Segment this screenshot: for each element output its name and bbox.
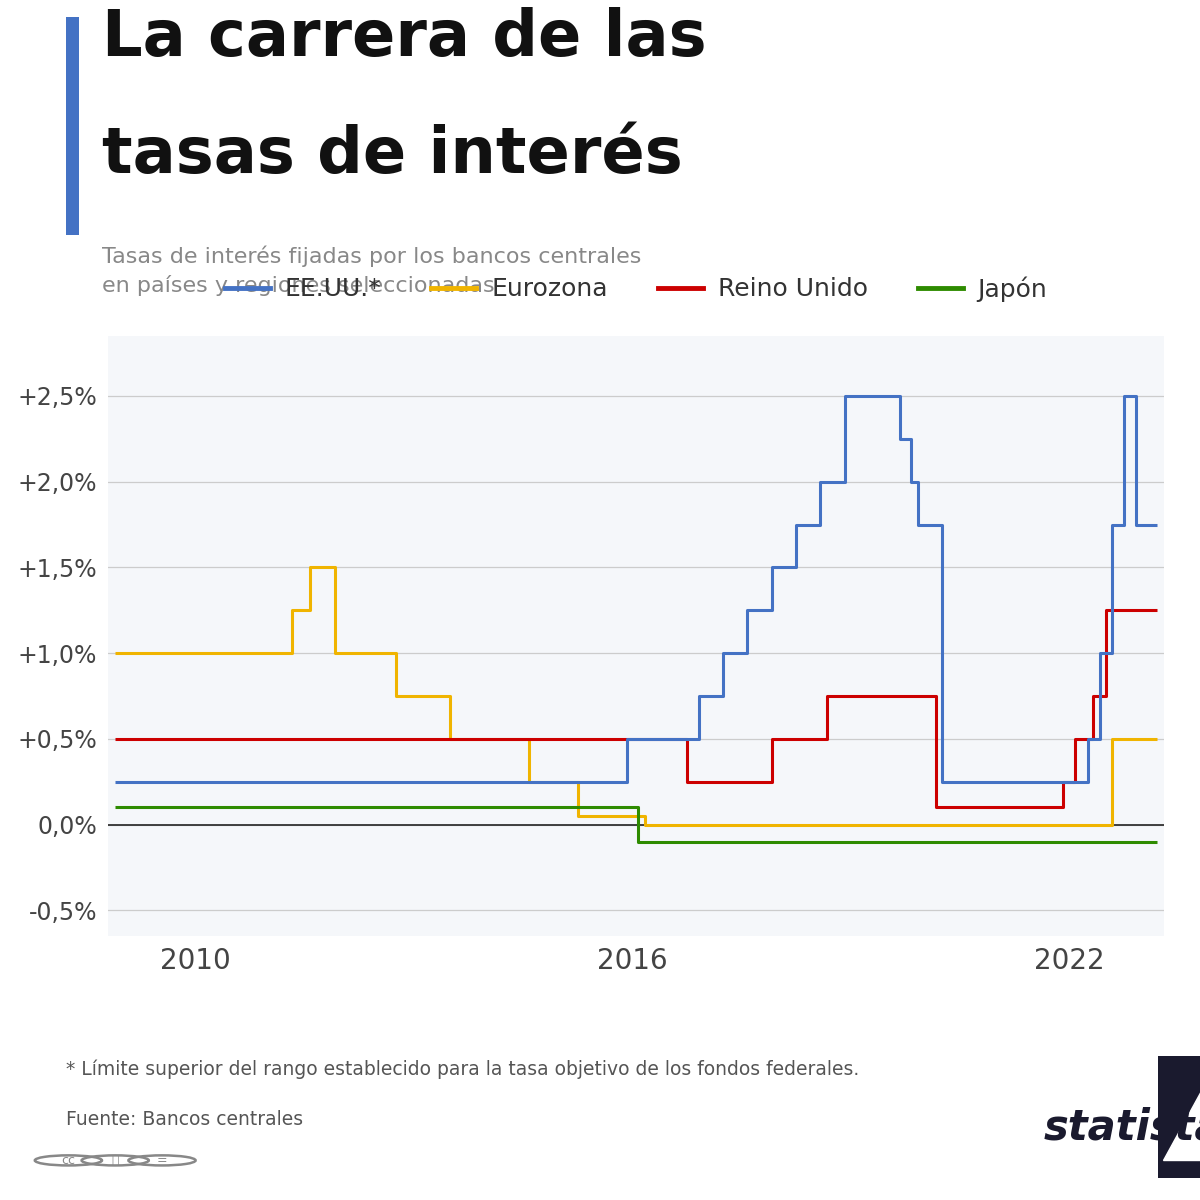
Text: tasas de interés: tasas de interés	[102, 125, 683, 186]
Polygon shape	[1163, 1087, 1200, 1160]
Text: Tasas de interés fijadas por los bancos centrales
en países y regiones seleccion: Tasas de interés fijadas por los bancos …	[102, 245, 641, 296]
Text: ⓘ: ⓘ	[112, 1154, 119, 1166]
Text: La carrera de las: La carrera de las	[102, 7, 707, 68]
Legend: EE.UU.*, Eurozona, Reino Unido, Japón: EE.UU.*, Eurozona, Reino Unido, Japón	[215, 266, 1057, 312]
Bar	[1158, 1056, 1200, 1178]
Bar	[66, 17, 79, 235]
Text: =: =	[157, 1154, 167, 1166]
Text: cc: cc	[61, 1154, 76, 1166]
Text: Fuente: Bancos centrales: Fuente: Bancos centrales	[66, 1110, 304, 1129]
Text: * Límite superior del rango establecido para la tasa objetivo de los fondos fede: * Límite superior del rango establecido …	[66, 1060, 859, 1079]
Text: statista: statista	[1044, 1106, 1200, 1150]
